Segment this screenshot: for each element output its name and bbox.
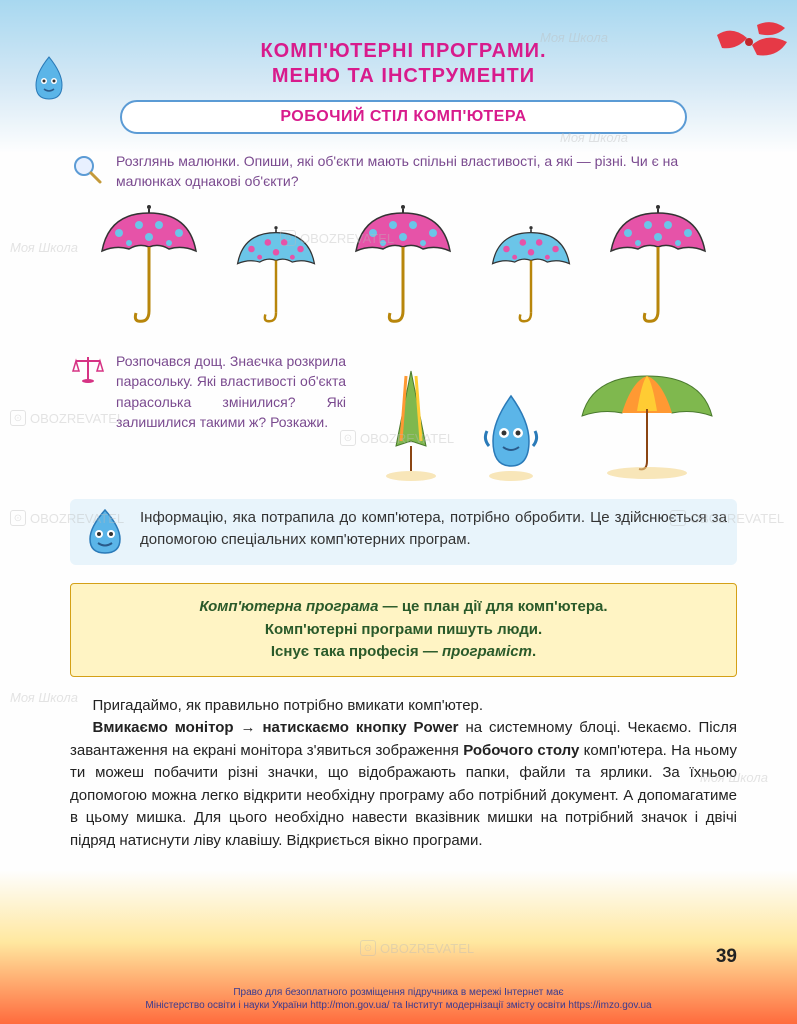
closed-umbrella-icon: [371, 361, 451, 481]
body-bold-1: Вмикаємо монітор: [93, 719, 234, 736]
definition-line-2: Комп'ютерні програми пишуть люди.: [87, 619, 720, 642]
scales-icon: [70, 351, 106, 387]
body-bold-3: Робочого столу: [463, 742, 579, 759]
definition-prefix-3: Існує така професія —: [271, 643, 442, 660]
task-2: Розпочався дощ. Знаєчка розкрила парасол…: [70, 351, 737, 481]
definition-line-1: Комп'ютерна програма — це план дії для к…: [87, 596, 720, 619]
footer-copyright: Право для безоплатного розміщення підруч…: [0, 986, 797, 1012]
section-title-box: РОБОЧИЙ СТІЛ КОМП'ЮТЕРА: [120, 100, 687, 134]
footer-line-1: Право для безоплатного розміщення підруч…: [0, 986, 797, 999]
chapter-title-line2: МЕНЮ ТА ІНСТРУМЕНТИ: [70, 65, 737, 88]
watermark: Моя Школа: [10, 690, 78, 705]
page-number: 39: [716, 946, 737, 968]
definition-term-1: Комп'ютерна програма: [199, 598, 378, 615]
body-paragraph-2: Вмикаємо монітор → натискаємо кнопку Pow…: [70, 717, 737, 852]
task-1-text: Розглянь малюнки. Опиши, які об'єкти маю…: [116, 152, 737, 191]
umbrella-item: [231, 221, 321, 331]
definition-line-3: Існує така професія — програміст.: [87, 641, 720, 664]
open-umbrella-icon: [572, 361, 722, 481]
textbook-page: КОМП'ЮТЕРНІ ПРОГРАМИ. МЕНЮ ТА ІНСТРУМЕНТ…: [0, 0, 797, 1024]
task-1: Розглянь малюнки. Опиши, які об'єкти маю…: [70, 152, 737, 191]
info-callout: Інформацію, яка потрапила до комп'ютера,…: [70, 499, 737, 565]
umbrella-item: [94, 201, 204, 331]
info-text: Інформацію, яка потрапила до комп'ютера,…: [140, 507, 727, 551]
droplet-character-small-icon: [481, 391, 541, 481]
ribbon-decoration: [707, 20, 797, 80]
definition-rest-1: — це план дії для комп'ютера.: [378, 598, 607, 615]
footer-line-2: Міністерство освіти і науки України http…: [0, 999, 797, 1012]
watermark: Моя Школа: [10, 240, 78, 255]
umbrellas-illustration: [70, 201, 737, 331]
task-2-illustration: [356, 351, 737, 481]
watermark: ⊙OBOZREVATEL: [360, 940, 474, 956]
umbrella-item: [348, 201, 458, 331]
body-paragraph-1: Пригадаймо, як правильно потрібно вмикат…: [70, 695, 737, 718]
magnifier-icon: [70, 152, 106, 188]
body-arrow: →: [234, 719, 263, 736]
droplet-mascot-icon: [80, 507, 130, 557]
droplet-character-icon: [28, 55, 70, 105]
task-2-text: Розпочався дощ. Знаєчка розкрила парасол…: [116, 351, 346, 481]
definition-term-3: програміст: [442, 643, 532, 660]
definition-box: Комп'ютерна програма — це план дії для к…: [70, 583, 737, 677]
section-title: РОБОЧИЙ СТІЛ КОМП'ЮТЕРА: [142, 108, 665, 126]
definition-suffix-3: .: [532, 643, 536, 660]
chapter-title-line1: КОМП'ЮТЕРНІ ПРОГРАМИ.: [70, 40, 737, 63]
umbrella-item: [486, 221, 576, 331]
umbrella-item: [603, 201, 713, 331]
body-bold-2: натискаємо кнопку Power: [262, 719, 458, 736]
